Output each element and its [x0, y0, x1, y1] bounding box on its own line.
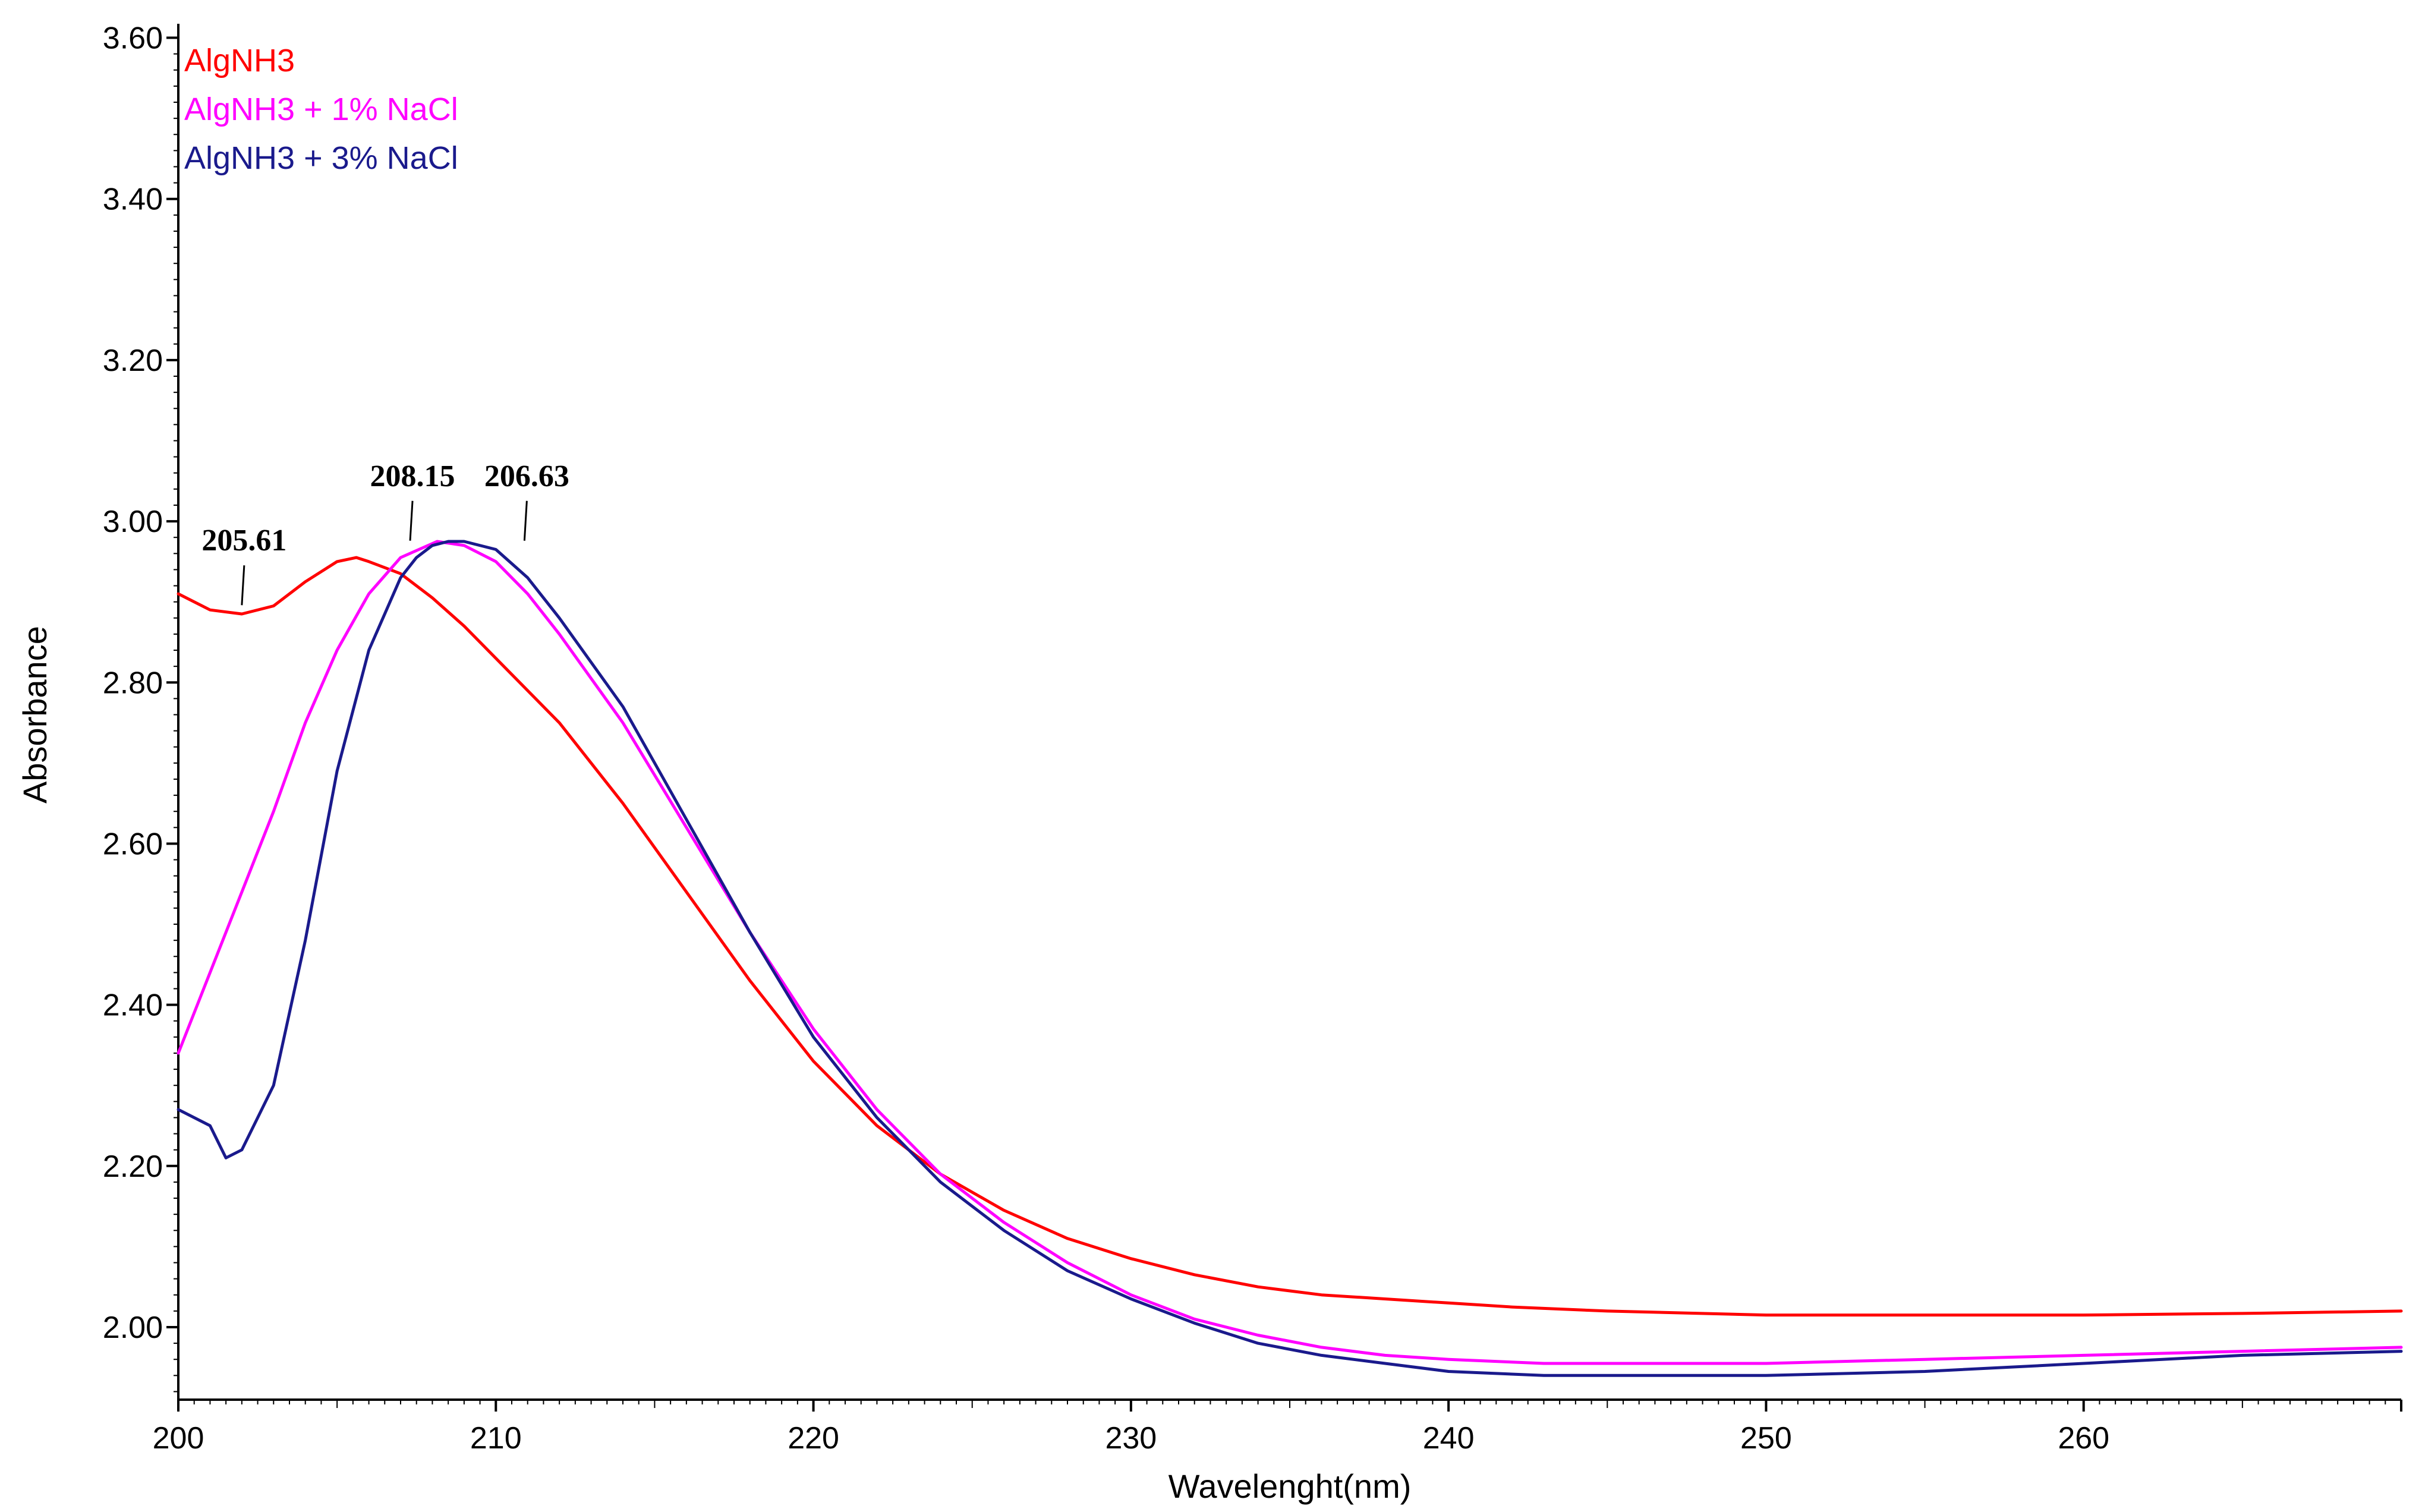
annotation-label: 206.63 [484, 459, 569, 493]
annotation-leader [523, 500, 528, 541]
x-tick-label: 250 [1740, 1421, 1792, 1456]
series-line-2 [177, 540, 2403, 1365]
legend: AlgNH3 AlgNH3 + 1% NaCl AlgNH3 + 3% NaCl [184, 43, 458, 176]
annotation-leader [241, 565, 245, 606]
series-line-1 [177, 556, 2403, 1317]
y-tick-label: 3.40 [103, 182, 163, 217]
x-tick-label: 210 [470, 1421, 522, 1456]
legend-entry: AlgNH3 + 3% NaCl [184, 140, 458, 176]
y-axis-title: Absorbance [16, 626, 53, 804]
y-tick-label: 2.80 [103, 666, 163, 700]
series-line-3 [177, 540, 2403, 1377]
x-tick-label: 220 [788, 1421, 839, 1456]
y-tick-label: 2.60 [103, 827, 163, 861]
annotation-leader [409, 500, 414, 541]
x-axis-title: Wavelenght(nm) [1169, 1467, 1412, 1505]
x-tick-label: 260 [2058, 1421, 2109, 1456]
legend-entry: AlgNH3 [184, 43, 295, 78]
series-lines [177, 540, 2403, 1377]
y-tick-label: 2.20 [103, 1149, 163, 1184]
x-tick-label: 230 [1105, 1421, 1157, 1456]
x-tick-label: 200 [153, 1421, 204, 1456]
annotation-label: 208.15 [370, 459, 455, 493]
y-tick-label: 2.40 [103, 988, 163, 1023]
y-tick-label: 3.60 [103, 21, 163, 56]
legend-entry: AlgNH3 + 1% NaCl [184, 92, 458, 127]
peak-annotations: 205.61 208.15 206.63 [201, 459, 569, 606]
y-tick-label: 2.00 [103, 1311, 163, 1345]
axes: 2.00 2.20 2.40 2.60 2.80 3.00 3.20 3.40 3.60 200 2… [103, 21, 2402, 1456]
annotation-label: 205.61 [201, 524, 286, 557]
y-tick-label: 3.20 [103, 344, 163, 378]
y-tick-label: 3.00 [103, 505, 163, 539]
x-tick-label: 240 [1423, 1421, 1475, 1456]
